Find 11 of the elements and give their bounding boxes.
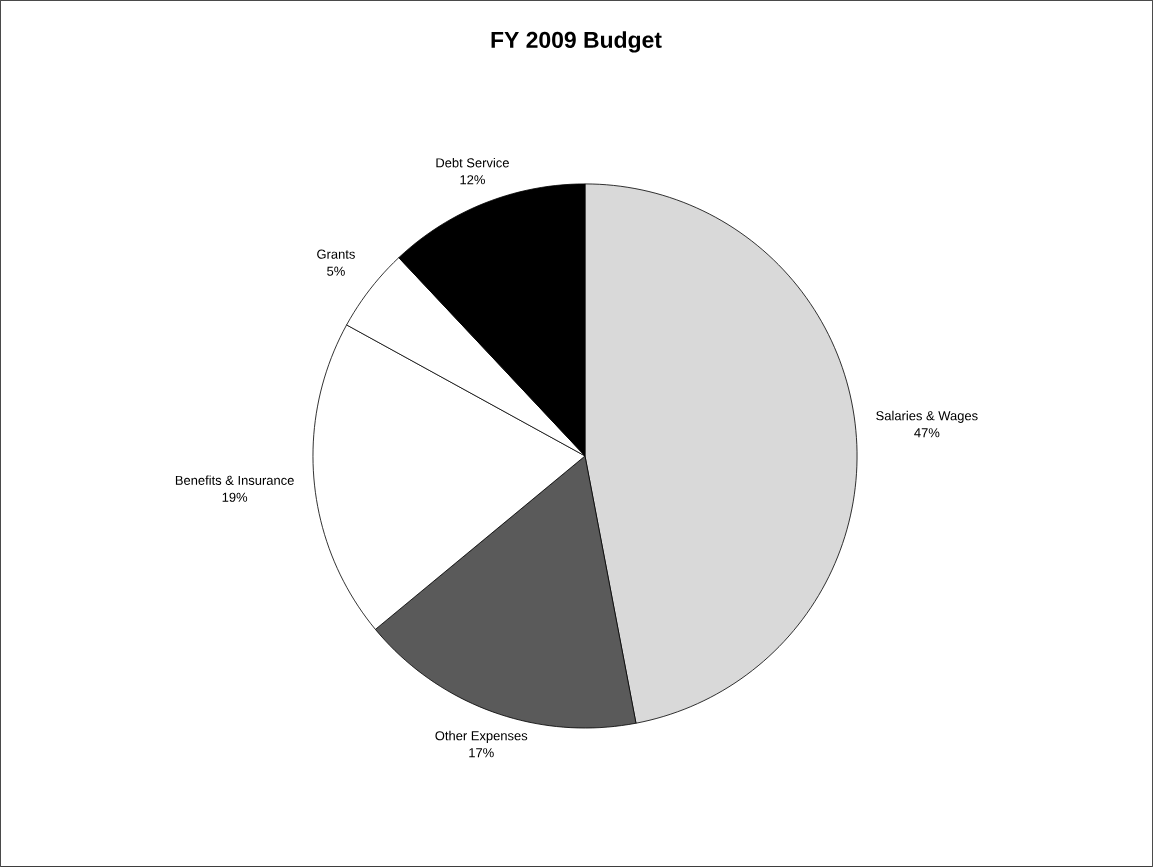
slice-label: Benefits & Insurance (175, 475, 294, 485)
slice-label: Debt Service (436, 157, 509, 168)
data-label: 5% (327, 266, 345, 276)
slice-label: Grants (317, 249, 355, 259)
slice-label: Salaries & Wages (876, 410, 978, 423)
data-label: 47% (914, 428, 940, 438)
data-label: 17% (469, 748, 494, 758)
data-label: 19% (222, 492, 248, 502)
data-label: 12% (460, 175, 485, 185)
slice-label: Other Expenses (435, 730, 528, 743)
chart-title: FY 2009 Budget (491, 31, 662, 53)
